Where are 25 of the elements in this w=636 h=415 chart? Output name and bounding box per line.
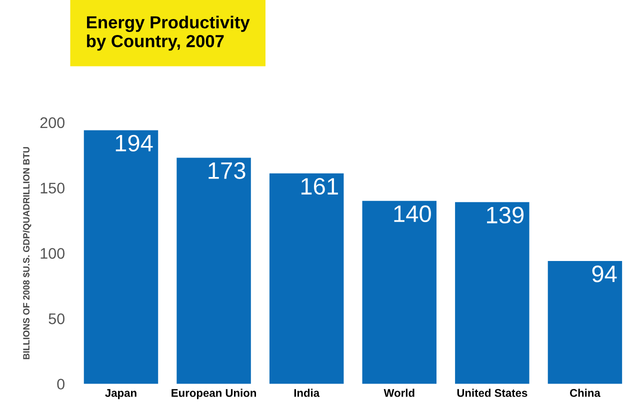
x-tick-label: Japan (105, 389, 136, 400)
chart-title: Energy Productivity by Country, 2007 (87, 16, 250, 51)
x-tick-label: European Union (172, 388, 256, 400)
y-tick-label: 100 (40, 248, 65, 259)
x-tick-label: United States (457, 388, 528, 397)
data-label: 140 (394, 205, 431, 222)
y-tick-label: 200 (40, 117, 65, 128)
y-tick-label: 150 (40, 182, 65, 194)
bar (269, 173, 344, 384)
data-label: 173 (208, 162, 246, 179)
data-label: 94 (592, 266, 617, 282)
x-tick-label: India (294, 388, 320, 397)
data-label: 194 (116, 134, 153, 152)
y-tick-label: 0 (57, 378, 64, 390)
bar (176, 158, 251, 384)
x-tick-label: China (570, 388, 600, 397)
bar (84, 130, 158, 384)
data-label: 161 (301, 178, 338, 195)
y-axis-title: BILLIONS OF 2008 $U.S. GDP/QUADRILLION BTU (22, 147, 32, 360)
y-tick-label: 50 (48, 313, 65, 324)
data-label: 139 (487, 206, 524, 224)
bar (362, 200, 436, 384)
bar (548, 260, 622, 384)
x-tick-label: World (384, 388, 414, 397)
bar (455, 202, 530, 384)
